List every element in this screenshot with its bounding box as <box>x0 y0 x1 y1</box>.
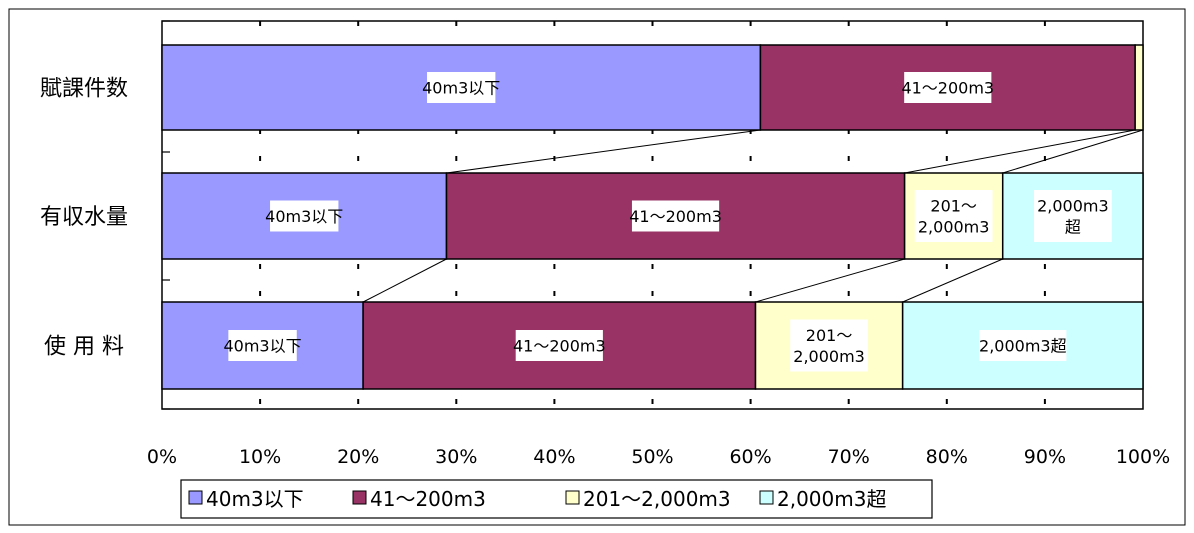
data-label: 2,000m3 <box>793 347 865 366</box>
data-label: 2,000m3 <box>918 218 990 237</box>
legend-swatch <box>565 490 580 505</box>
legend-swatch <box>759 490 774 505</box>
series-connector-line <box>362 258 447 303</box>
x-tick-label: 80% <box>926 446 968 468</box>
data-label: 2,000m3超 <box>979 337 1067 356</box>
data-label: 2,000m3 <box>1037 197 1109 216</box>
x-tick-label: 40% <box>533 446 575 468</box>
data-label-box <box>979 330 1067 361</box>
x-tick-label: 0% <box>147 446 177 468</box>
category-label: 有収水量 <box>40 205 128 230</box>
data-label-box <box>515 330 603 361</box>
x-tick-label: 20% <box>337 446 379 468</box>
data-label: 40m3以下 <box>422 79 500 98</box>
bar-segment <box>1134 44 1144 131</box>
series-connector-line <box>1002 129 1144 174</box>
x-tick-label: 30% <box>435 446 477 468</box>
series-connector-line <box>755 258 905 303</box>
legend-label: 40m3以下 <box>206 487 304 511</box>
x-tick-label: 50% <box>631 446 673 468</box>
series-connector-line <box>902 258 1003 303</box>
series-connector-line <box>446 129 761 174</box>
category-label: 賦課件数 <box>40 77 128 102</box>
data-label-box <box>631 200 720 232</box>
legend-label: 2,000m3超 <box>777 487 886 511</box>
legend-label: 41〜200m3 <box>370 487 486 511</box>
x-tick-label: 60% <box>729 446 771 468</box>
legend-swatch <box>352 490 367 505</box>
category-label: 使 用 料 <box>44 335 124 360</box>
legend-swatch <box>188 490 203 505</box>
data-label-box <box>1033 190 1112 242</box>
x-tick-label: 70% <box>828 446 870 468</box>
data-label-box <box>790 319 868 372</box>
data-label: 40m3以下 <box>223 337 301 356</box>
legend-box <box>180 479 933 519</box>
data-label: 超 <box>1065 218 1081 237</box>
data-label: 41〜200m3 <box>901 79 994 98</box>
data-label: 41〜200m3 <box>629 207 722 226</box>
data-label-box <box>427 72 496 103</box>
legend-label: 201〜2,000m3 <box>583 487 731 511</box>
data-label-box <box>904 72 992 103</box>
data-label-box <box>270 200 339 232</box>
data-label-box <box>228 330 297 361</box>
data-label: 201〜 <box>930 197 977 216</box>
data-label: 201〜 <box>806 326 853 345</box>
data-label: 41〜200m3 <box>513 337 606 356</box>
x-tick-label: 10% <box>239 446 281 468</box>
series-connector-line <box>904 129 1136 174</box>
data-label-box <box>914 190 993 242</box>
x-tick-label: 90% <box>1024 446 1066 468</box>
x-tick-label: 100% <box>1116 446 1170 468</box>
data-label: 40m3以下 <box>265 207 343 226</box>
